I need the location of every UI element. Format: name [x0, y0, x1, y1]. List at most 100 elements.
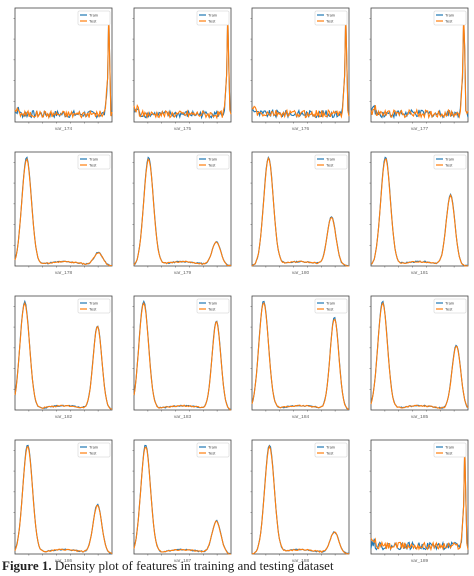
series-line-test [14, 13, 113, 120]
series-line-train [369, 445, 469, 552]
series-line-test [132, 446, 231, 555]
density-panel-var_183: Train Test var_183 [122, 292, 234, 420]
legend-label-test: Test [445, 163, 453, 168]
series-line-test [251, 156, 349, 267]
series-line-test [14, 157, 113, 267]
legend-label-train: Train [89, 301, 98, 306]
density-panel-var_189: Train Test var_189 [359, 436, 471, 564]
series-line-train [369, 20, 469, 120]
axes-frame [251, 151, 350, 267]
density-panel-var_175: Train Test var_175 [122, 4, 234, 132]
density-panel-var_182: Train Test var_182 [3, 292, 115, 420]
x-axis-label: var_174 [55, 126, 73, 132]
legend-label-test: Test [208, 451, 216, 456]
series-line-train [14, 299, 113, 411]
density-panel-var_178: Train Test var_178 [3, 148, 115, 276]
density-panel-var_179: Train Test var_179 [122, 148, 234, 276]
x-axis-label: var_178 [55, 270, 73, 276]
legend-label-train: Train [445, 157, 454, 162]
axes-frame [370, 439, 468, 555]
axes-frame [251, 439, 350, 555]
axes-frame [251, 295, 350, 411]
series-line-train [132, 13, 232, 120]
legend-label-train: Train [208, 157, 217, 162]
density-panel-var_176: Train Test var_176 [240, 4, 352, 132]
axes-frame [14, 439, 113, 555]
density-plot-grid: Train Test var_174 Train Test var_175 Train Tes… [3, 4, 471, 564]
series-line-test [370, 445, 469, 552]
series-line-train [132, 299, 231, 411]
x-axis-label: var_185 [410, 414, 428, 420]
legend-label-train: Train [89, 13, 98, 18]
series-line-test [133, 158, 231, 267]
axes-frame [133, 7, 231, 123]
x-axis-label: var_189 [410, 558, 428, 564]
series-line-test [132, 301, 231, 411]
density-panel-var_187: Train Test var_187 [122, 436, 234, 564]
legend-label-train: Train [445, 445, 454, 450]
x-axis-label: var_188 [292, 558, 310, 564]
legend-label-test: Test [208, 307, 216, 312]
legend-label-test: Test [326, 163, 334, 168]
legend-label-train: Train [326, 13, 335, 18]
density-panel-var_186: Train Test var_186 [3, 436, 115, 564]
x-axis-label: var_176 [292, 126, 310, 132]
series-line-test [369, 13, 468, 120]
legend-label-test: Test [326, 19, 334, 24]
axes-frame [14, 151, 113, 267]
x-axis-label: var_183 [173, 414, 191, 420]
legend-label-train: Train [326, 301, 335, 306]
density-panel-var_188: Train Test var_188 [240, 436, 352, 564]
axes-frame [251, 7, 350, 123]
caption-lead: Figure 1. [2, 558, 52, 573]
density-panel-var_185: Train Test var_185 [359, 292, 471, 420]
axes-frame [133, 439, 231, 555]
legend-label-train: Train [445, 13, 454, 18]
density-panel-var_181: Train Test var_181 [359, 148, 471, 276]
series-line-train [133, 156, 231, 267]
axes-frame [133, 151, 231, 267]
legend-label-test: Test [208, 19, 216, 24]
legend-label-test: Test [89, 307, 97, 312]
series-line-test [14, 301, 113, 410]
legend-label-train: Train [208, 445, 217, 450]
legend-label-train: Train [89, 445, 98, 450]
x-axis-label: var_186 [55, 558, 73, 564]
legend-label-train: Train [208, 13, 217, 18]
series-line-train [251, 156, 350, 267]
axes-frame [370, 7, 468, 123]
legend-label-test: Test [326, 451, 334, 456]
legend-label-train: Train [326, 445, 335, 450]
x-axis-label: var_187 [173, 558, 191, 564]
series-line-test [370, 158, 468, 267]
axes-frame [370, 151, 468, 267]
series-line-test [132, 13, 232, 120]
x-axis-label: var_180 [292, 270, 310, 276]
legend-label-test: Test [89, 19, 97, 24]
legend-label-train: Train [89, 157, 98, 162]
axes-frame [133, 295, 231, 411]
x-axis-label: var_184 [292, 414, 310, 420]
axes-frame [14, 7, 113, 123]
x-axis-label: var_182 [55, 414, 73, 420]
caption-text: Density plot of features in training and… [51, 558, 334, 573]
legend-label-test: Test [89, 451, 97, 456]
legend-label-test: Test [89, 163, 97, 168]
series-line-test [251, 444, 350, 555]
density-panel-var_174: Train Test var_174 [3, 4, 115, 132]
series-line-test [369, 301, 468, 409]
legend-label-train: Train [208, 301, 217, 306]
x-axis-label: var_175 [173, 126, 191, 132]
